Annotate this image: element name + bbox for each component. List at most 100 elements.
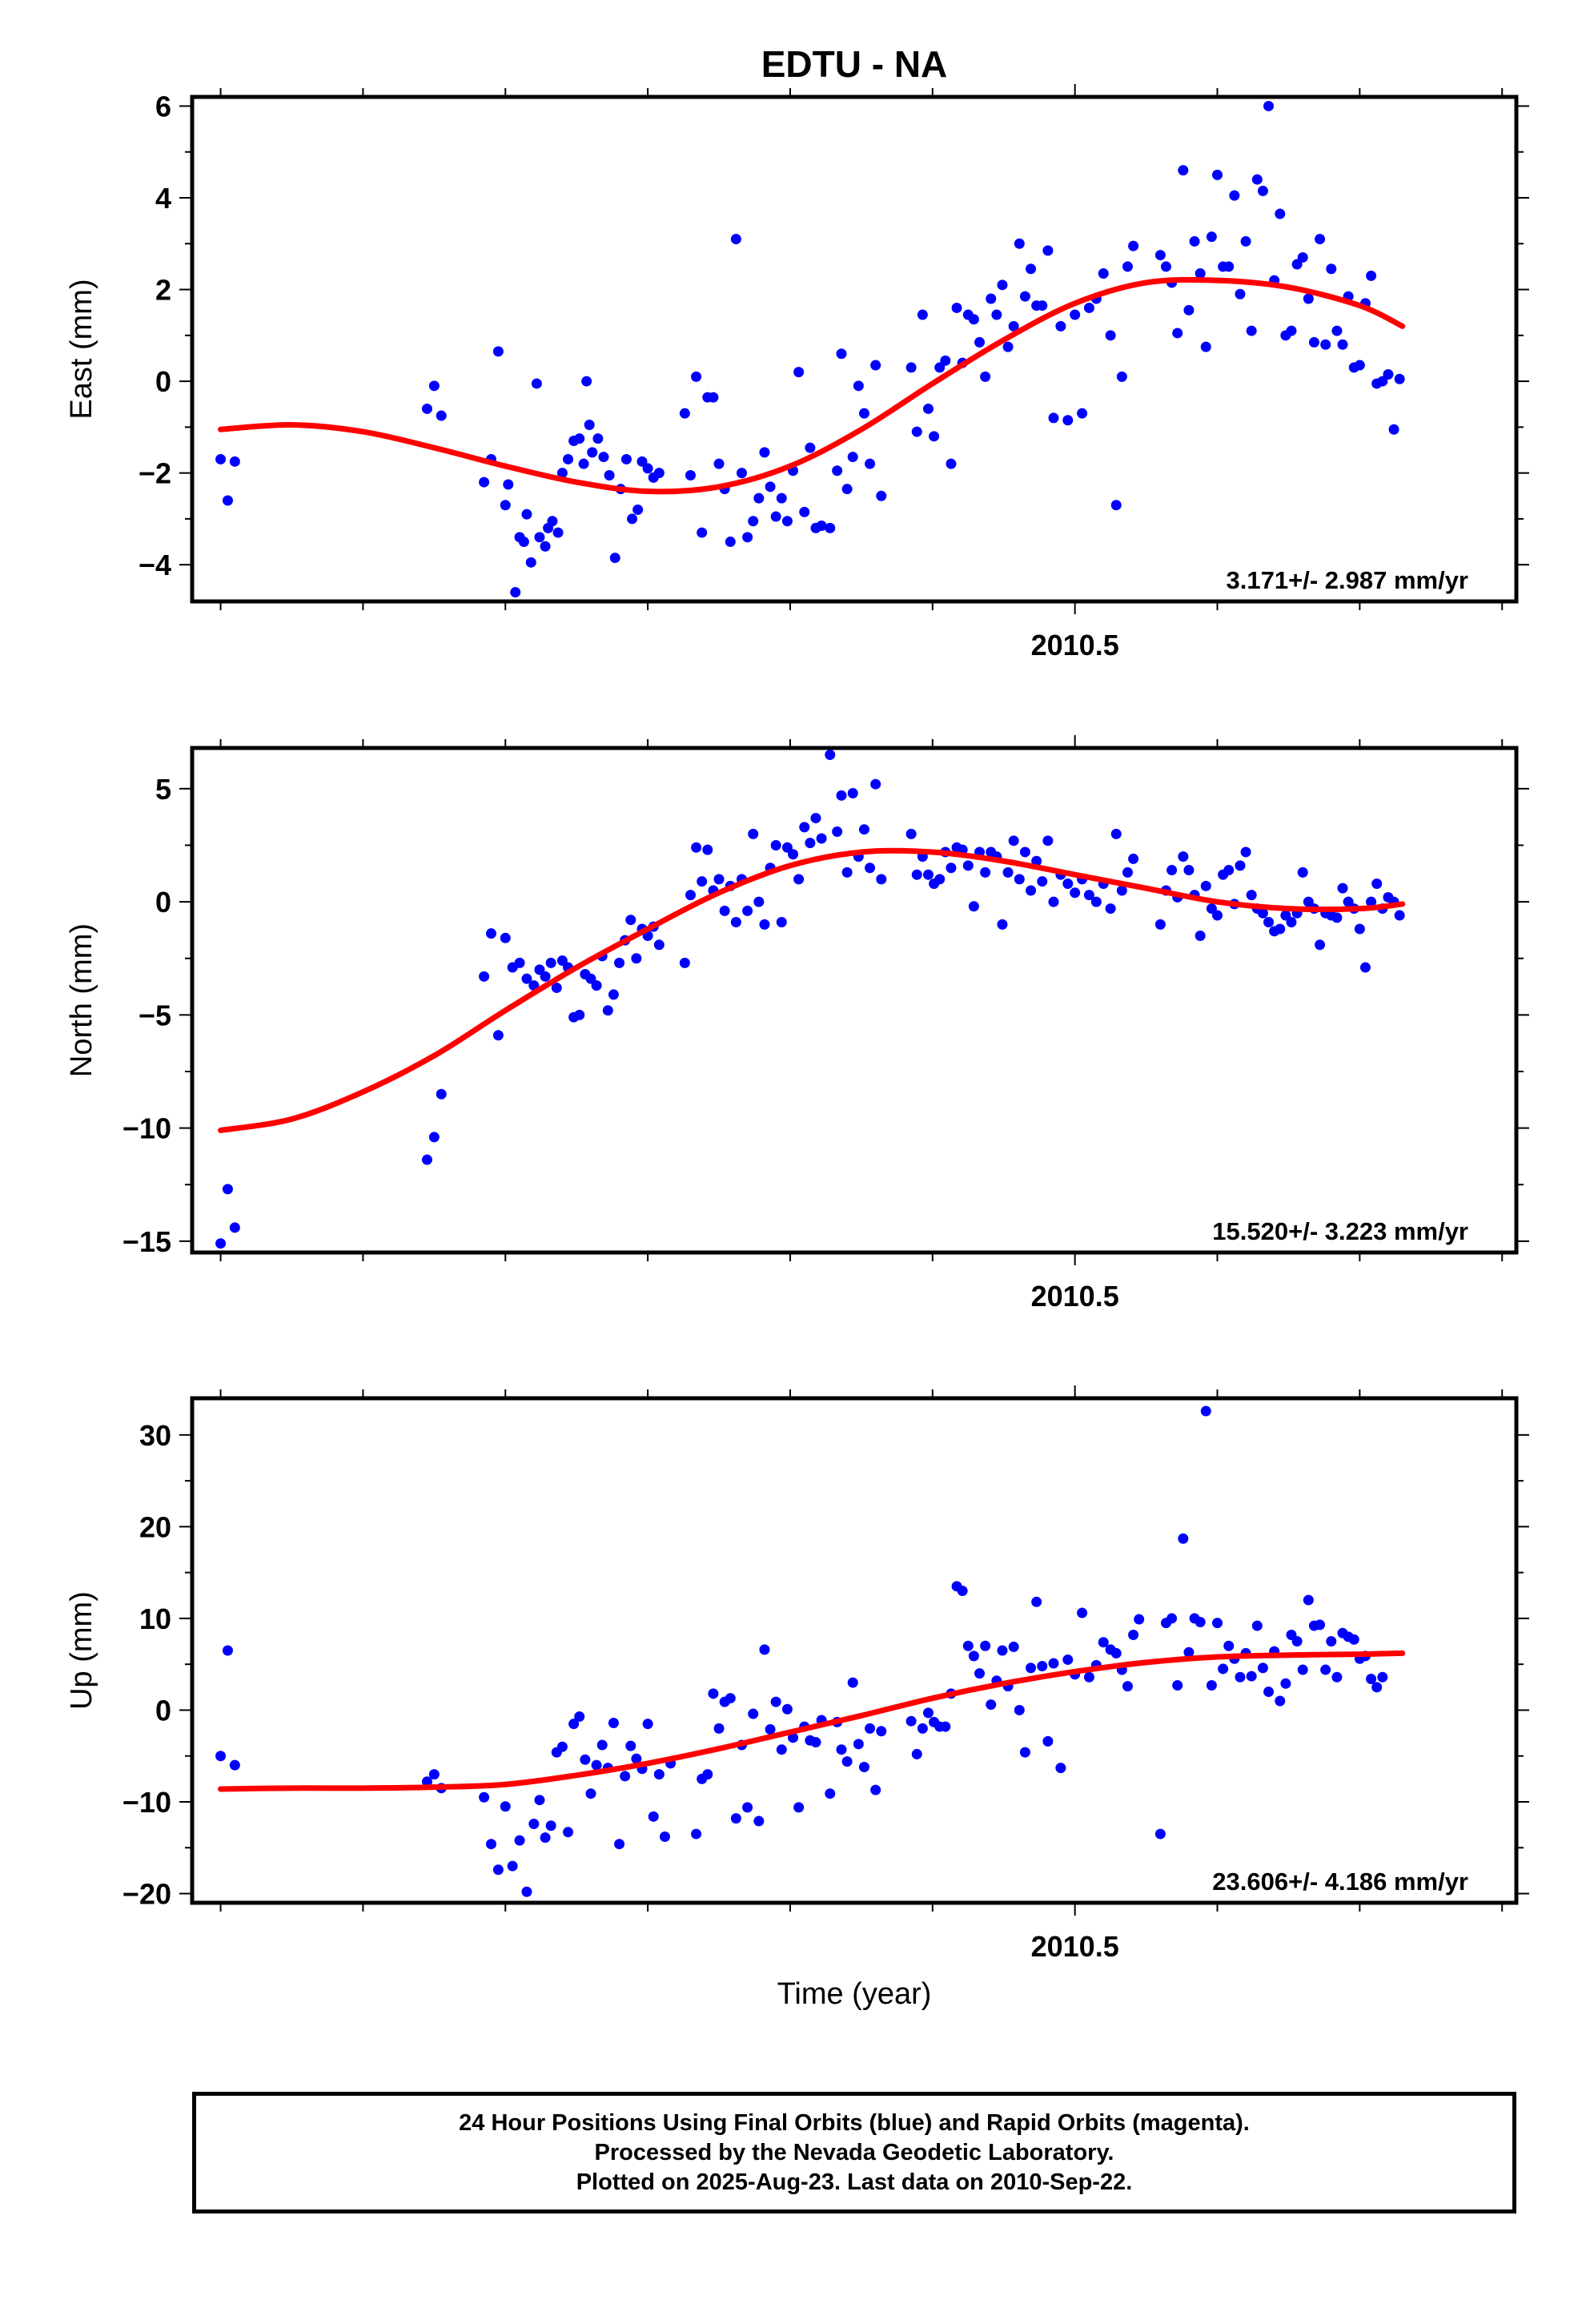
data-point — [636, 456, 648, 467]
data-point — [748, 828, 759, 839]
y-tick-label: 2 — [155, 274, 171, 307]
data-point — [1110, 828, 1122, 839]
data-point — [1331, 1671, 1343, 1683]
data-point — [631, 1753, 642, 1764]
data-point — [492, 1864, 504, 1876]
data-point — [598, 452, 609, 463]
data-point — [788, 1732, 799, 1743]
data-point — [222, 1184, 233, 1195]
data-point — [428, 380, 440, 392]
data-point — [1297, 1664, 1308, 1675]
data-point — [1077, 1607, 1088, 1618]
data-point — [1377, 1671, 1388, 1683]
data-point — [485, 928, 496, 939]
data-point — [642, 1719, 653, 1730]
y-tick-label: −10 — [122, 1786, 171, 1819]
data-point — [1297, 866, 1308, 878]
data-point — [1388, 424, 1399, 435]
data-point — [568, 1719, 580, 1730]
caption-line-2: Processed by the Nevada Geodetic Laborat… — [594, 2139, 1114, 2165]
data-point — [962, 860, 974, 871]
data-point — [1110, 1647, 1122, 1659]
data-point — [876, 1726, 887, 1737]
data-point — [940, 355, 951, 366]
data-point — [742, 1802, 753, 1813]
data-point — [736, 468, 747, 479]
data-point — [1128, 853, 1139, 864]
data-point — [614, 957, 625, 968]
data-point — [222, 1645, 233, 1656]
data-point — [753, 493, 765, 504]
data-point — [917, 309, 928, 320]
data-point — [1026, 1663, 1037, 1674]
data-point — [574, 1711, 585, 1722]
data-point — [974, 1668, 986, 1679]
data-point — [552, 527, 564, 538]
data-point — [825, 522, 836, 533]
data-point — [1042, 1735, 1054, 1747]
data-point — [1251, 1620, 1263, 1631]
data-point — [436, 410, 447, 421]
data-point — [521, 1886, 532, 1897]
data-point — [1275, 208, 1286, 219]
data-point — [865, 458, 876, 469]
data-point — [1154, 1828, 1166, 1839]
data-point — [1275, 1695, 1286, 1707]
data-point — [1008, 835, 1019, 846]
data-point — [1291, 259, 1303, 270]
data-point — [865, 1723, 876, 1734]
data-point — [556, 468, 568, 479]
data-point — [748, 516, 759, 527]
data-point — [1055, 320, 1066, 332]
data-point — [1303, 1594, 1314, 1606]
data-point — [793, 1802, 805, 1813]
data-point — [1371, 879, 1383, 890]
data-point — [620, 453, 632, 464]
data-point — [1116, 371, 1127, 382]
data-point — [1315, 1619, 1326, 1630]
data-point — [1134, 1614, 1145, 1625]
data-point — [841, 866, 853, 878]
x-tick-label: 2010.5 — [1031, 1930, 1119, 1963]
data-point — [421, 403, 432, 414]
data-point — [986, 293, 997, 304]
data-point — [608, 1717, 619, 1728]
data-point — [574, 1009, 585, 1020]
data-point — [781, 516, 793, 527]
data-point — [653, 939, 665, 951]
data-point — [1206, 1680, 1217, 1691]
data-point — [847, 1677, 858, 1688]
data-point — [648, 1811, 659, 1822]
data-point — [1326, 1636, 1337, 1647]
data-point — [870, 778, 881, 790]
data-point — [858, 408, 869, 419]
data-point — [1257, 1663, 1268, 1674]
data-point — [1246, 890, 1257, 901]
y-tick-label: −15 — [122, 1225, 171, 1258]
data-point — [858, 824, 869, 835]
data-point — [1257, 907, 1268, 919]
data-point — [759, 447, 770, 458]
data-point — [1002, 341, 1014, 352]
data-point — [1297, 251, 1308, 263]
data-point — [1195, 1616, 1206, 1627]
data-point — [1178, 165, 1189, 176]
data-point — [1122, 866, 1133, 878]
data-point — [625, 915, 636, 926]
data-point — [229, 456, 240, 467]
data-point — [421, 1154, 432, 1165]
data-point — [1055, 1763, 1066, 1774]
data-point — [836, 790, 847, 801]
data-point — [592, 433, 604, 444]
data-point — [1223, 865, 1235, 876]
data-point — [653, 468, 665, 479]
data-point — [991, 309, 1002, 320]
data-point — [1008, 320, 1019, 332]
data-point — [1154, 919, 1166, 930]
data-point — [770, 1696, 781, 1707]
data-point — [1246, 1671, 1257, 1682]
data-point — [1348, 1634, 1359, 1645]
data-point — [436, 1088, 447, 1100]
data-point — [591, 980, 602, 991]
data-point — [911, 426, 922, 437]
